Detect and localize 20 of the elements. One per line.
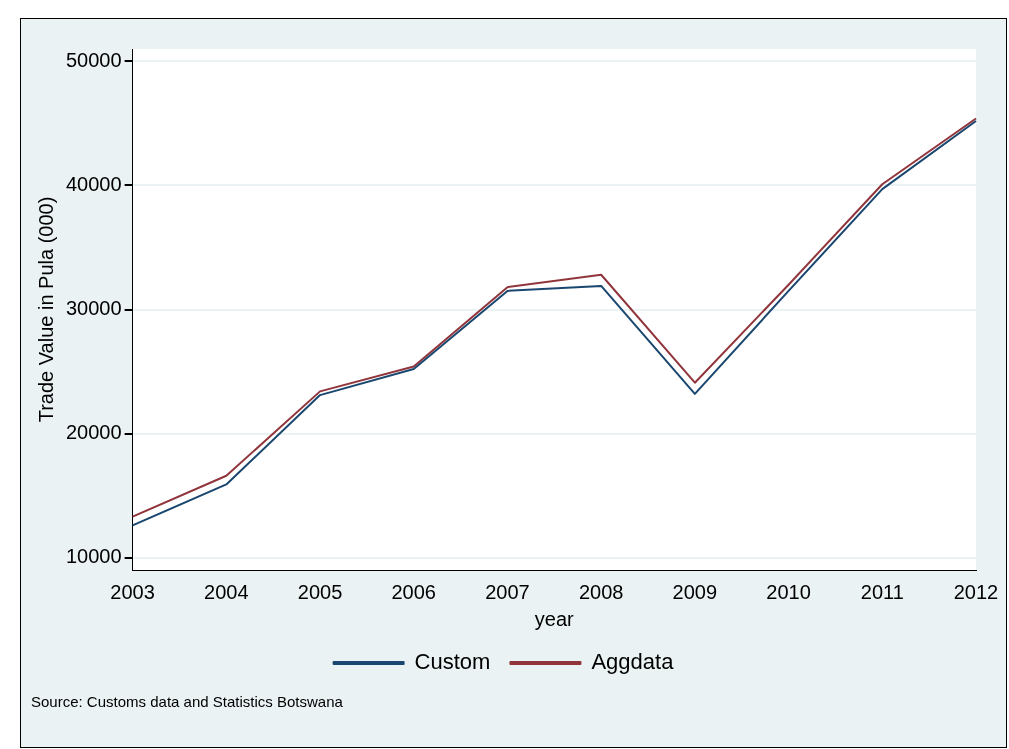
x-tick-label: 2003: [110, 580, 155, 603]
x-tick-label: 2008: [578, 580, 624, 603]
x-tick-label: 2009: [672, 580, 718, 603]
source-note: Source: Customs data and Statistics Botswana: [31, 693, 344, 711]
x-tick-label: 2010: [766, 580, 811, 603]
x-tick-label: 2005: [297, 580, 343, 603]
x-tick-label: 2011: [860, 580, 904, 603]
x-tick-label: 2006: [391, 580, 436, 603]
y-tick-label: 20000: [65, 421, 122, 444]
y-tick-label: 50000: [65, 48, 122, 71]
y-axis-title: Trade Value in Pula (000): [34, 196, 57, 423]
x-tick-label: 2007: [485, 580, 530, 603]
y-tick-label: 10000: [65, 545, 122, 568]
legend-label: Aggdata: [591, 649, 675, 675]
legend-label: Custom: [414, 649, 491, 675]
x-axis-title: year: [534, 607, 575, 630]
y-tick-label: 30000: [65, 297, 122, 320]
x-tick-label: 2012: [953, 580, 999, 603]
y-tick-label: 40000: [65, 172, 122, 195]
x-tick-label: 2004: [204, 580, 249, 603]
